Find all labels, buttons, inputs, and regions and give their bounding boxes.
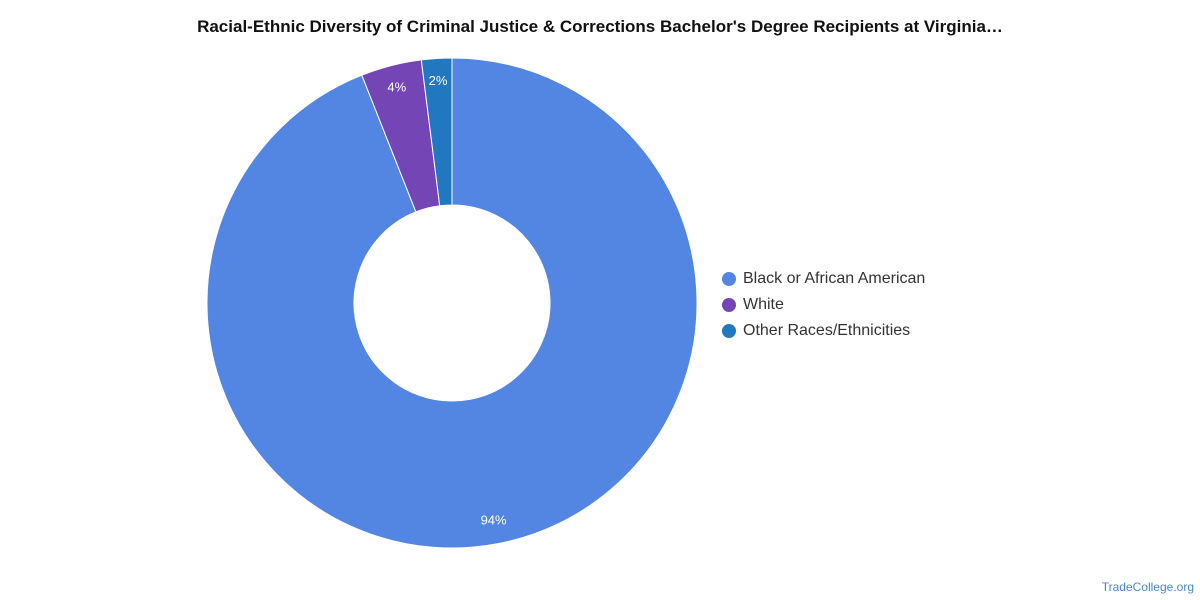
source-credit[interactable]: TradeCollege.org <box>1101 580 1194 594</box>
legend-item-other-races-ethnicities[interactable]: Other Races/Ethnicities <box>722 318 925 344</box>
legend-marker-black-or-african-american <box>722 272 736 286</box>
slice-label-black-or-african-american: 94% <box>481 513 507 528</box>
slice-labels: 94% 4% 2% <box>387 73 507 528</box>
chart-title: Racial-Ethnic Diversity of Criminal Just… <box>197 17 1003 36</box>
legend-item-black-or-african-american[interactable]: Black or African American <box>722 266 925 292</box>
slice-label-white: 4% <box>387 79 406 94</box>
legend-label: Other Races/Ethnicities <box>743 322 911 339</box>
slice-label-other-races-ethnicities: 2% <box>429 73 448 88</box>
legend-marker-other-races-ethnicities <box>722 324 736 338</box>
legend-label: Black or African American <box>743 270 926 287</box>
chart-legend: Black or African American White Other Ra… <box>722 266 925 344</box>
legend-label: White <box>743 296 784 313</box>
legend-marker-white <box>722 298 736 312</box>
slice-black-or-african-american[interactable] <box>206 57 698 549</box>
slice-other-races-ethnicities[interactable] <box>420 57 453 207</box>
donut-slices <box>206 57 698 549</box>
legend-item-white[interactable]: White <box>722 292 925 318</box>
